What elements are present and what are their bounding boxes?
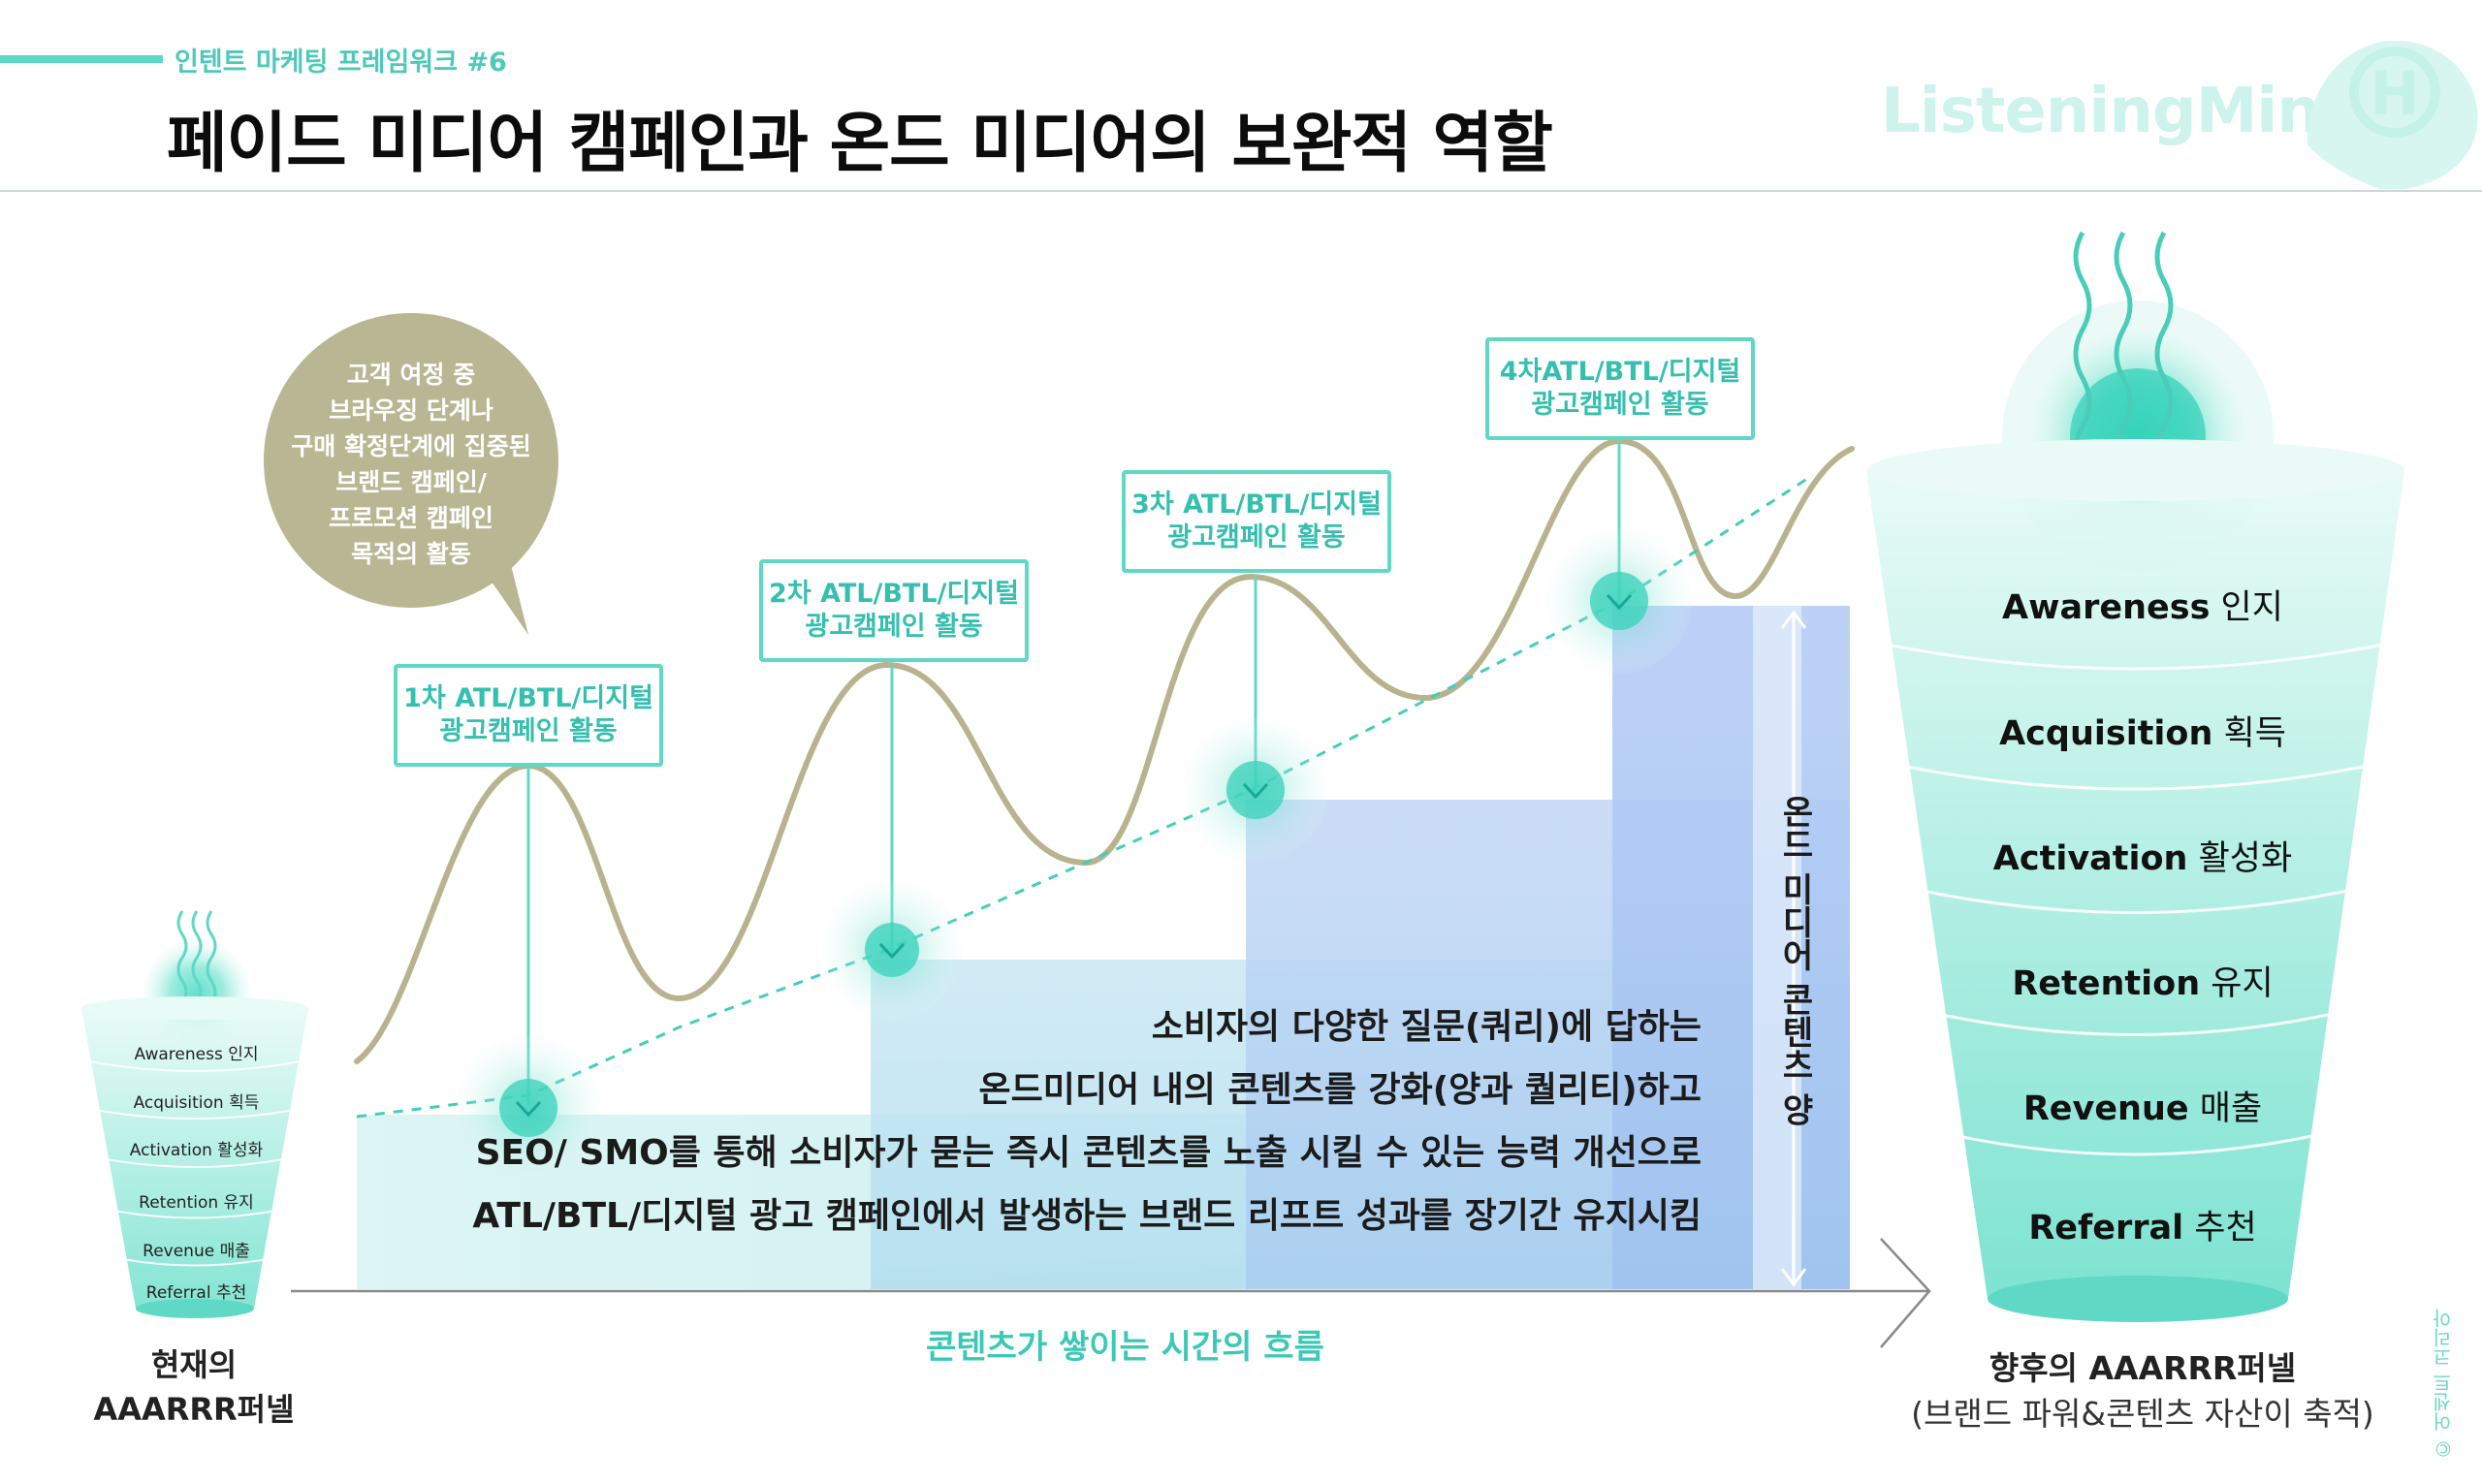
current-funnel-stage: Activation 활성화 (129, 1141, 264, 1160)
speech-line: 프로모션 캠페인 (329, 504, 493, 532)
current-funnel-stage: Referral 추천 (145, 1283, 247, 1303)
speech-line: 브라우징 단계나 (329, 396, 493, 425)
svg-text:H: H (2370, 58, 2420, 129)
campaign-wave-curve (354, 437, 1855, 1064)
brand-logo: ListeningMind (1881, 76, 2365, 147)
speech-bubble: 고객 여정 중 브라우징 단계나 구매 확정단계에 집중된 브랜드 캠페인/ 프… (264, 357, 558, 572)
stage-korean: 추천 (2194, 1209, 2257, 1247)
campaign-callout-4: 4차ATL/BTL/디지털 광고캠페인 활동 (1485, 337, 1755, 440)
caption-line: AAARRR퍼넬 (93, 1391, 295, 1428)
campaign-subtitle: 광고캠페인 활동 (439, 716, 618, 746)
copyright-note: © 어센트 코리아 (2432, 1309, 2455, 1461)
campaign-impact-markers (456, 528, 1692, 1181)
future-funnel-stage: Referral 추천 (1939, 1200, 2346, 1249)
explanation-line: SEO/ SMO를 통해 소비자가 묻는 즉시 콘텐츠를 노출 시킬 수 있는 … (475, 1133, 1702, 1173)
future-funnel-stage: Revenue 매출 (1939, 1081, 2346, 1130)
campaign-title: 4차ATL/BTL/디지털 (1499, 357, 1741, 387)
series-label: 인텐트 마케팅 프레임워크 #6 (175, 47, 507, 78)
header-accent-rule (0, 55, 163, 63)
time-axis-label: 콘텐츠가 쌓이는 시간의 흐름 (926, 1328, 1324, 1367)
current-funnel-graphic (81, 910, 308, 1318)
stage-korean: 유지 (2211, 964, 2274, 1003)
campaign-subtitle: 광고캠페인 활동 (1531, 390, 1709, 420)
current-funnel-stage: Awareness 인지 (134, 1045, 259, 1064)
campaign-callout-3: 3차 ATL/BTL/디지털 광고캠페인 활동 (1122, 470, 1391, 573)
campaign-title: 1차 ATL/BTL/디지털 (403, 683, 653, 713)
page-title: 페이드 미디어 캠페인과 온드 미디어의 보완적 역할 (167, 106, 1553, 182)
speech-bubble-shape (264, 313, 558, 635)
stage-english: Acquisition (1999, 714, 2213, 753)
future-funnel-stage: Activation 활성화 (1939, 831, 2346, 880)
current-funnel-stage: Revenue 매출 (143, 1242, 250, 1261)
stage-english: Revenue (2022, 1089, 2189, 1128)
future-funnel-title: 향후의 AAARRR퍼넬 (1989, 1349, 2297, 1387)
explanation-text: 소비자의 다양한 질문(쿼리)에 답하는 온드미디어 내의 콘텐츠를 강화(양과… (472, 998, 1702, 1289)
brand-mark-icon: H (2307, 41, 2478, 190)
owned-media-volume-label: 온드 미디어 콘텐츠 양 (1775, 795, 1814, 1126)
current-funnel-caption: 현재의 AAARRR퍼넬 (78, 1342, 310, 1432)
speech-line: 목적의 활동 (351, 540, 471, 568)
campaign-title: 2차 ATL/BTL/디지털 (769, 579, 1019, 609)
stage-english: Referral (2028, 1209, 2184, 1247)
stage-korean: 획득 (2223, 714, 2286, 753)
campaign-subtitle: 광고캠페인 활동 (805, 612, 983, 642)
current-funnel-stage: Acquisition 획득 (133, 1093, 260, 1113)
stage-english: Awareness (2002, 588, 2211, 627)
future-funnel-stage: Acquisition 획득 (1939, 706, 2346, 755)
owned-media-volume-arrow (1780, 610, 1807, 1287)
future-funnel-stage: Retention 유지 (1939, 956, 2346, 1005)
stage-english: Activation (1992, 839, 2188, 878)
campaign-subtitle: 광고캠페인 활동 (1167, 522, 1346, 553)
campaign-callout-2: 2차 ATL/BTL/디지털 광고캠페인 활동 (759, 559, 1029, 662)
speech-line: 고객 여정 중 (346, 361, 476, 389)
speech-line: 구매 확정단계에 집중된 (291, 432, 531, 460)
time-axis-arrow (291, 1238, 1931, 1348)
campaign-callout-1: 1차 ATL/BTL/디지털 광고캠페인 활동 (394, 664, 663, 767)
header-divider (0, 190, 2482, 192)
stage-korean: 인지 (2220, 588, 2283, 627)
future-funnel-stage: Awareness 인지 (1939, 580, 2346, 629)
stage-korean: 활성화 (2198, 839, 2293, 878)
caption-line: 현재의 (150, 1346, 238, 1383)
stage-english: Retention (2012, 964, 2201, 1003)
campaign-title: 3차 ATL/BTL/디지털 (1131, 489, 1382, 520)
explanation-line: ATL/BTL/디지털 광고 캠페인에서 발생하는 브랜드 리프트 성과를 장기… (472, 1196, 1702, 1236)
future-funnel-graphic (1866, 231, 2404, 1322)
explanation-line: 온드미디어 내의 콘텐츠를 강화(양과 퀄리티)하고 (978, 1070, 1702, 1110)
explanation-line: 소비자의 다양한 질문(쿼리)에 답하는 (1151, 1007, 1702, 1047)
content-bar-4 (1612, 606, 1850, 1289)
future-funnel-subtitle: (브랜드 파워&콘텐츠 자산이 축적) (1911, 1395, 2374, 1433)
stage-korean: 매출 (2199, 1089, 2263, 1128)
current-funnel-stage: Retention 유지 (139, 1193, 254, 1213)
speech-line: 브랜드 캠페인/ (335, 468, 487, 496)
